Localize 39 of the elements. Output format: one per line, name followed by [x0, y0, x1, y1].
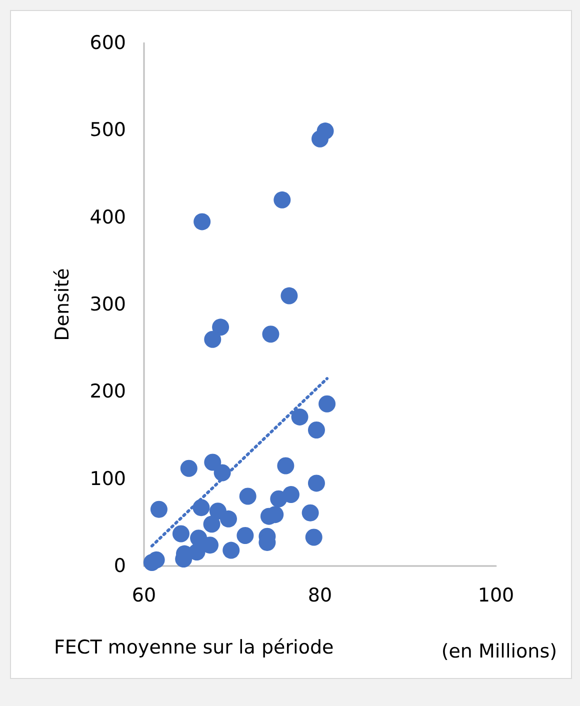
point [270, 490, 288, 508]
y-tick-label: 600 [90, 32, 126, 54]
point [308, 422, 325, 439]
x-tick-label: 80 [308, 584, 332, 606]
point [318, 395, 336, 412]
point [194, 213, 211, 230]
point [222, 542, 240, 559]
y-axis-title: Densité [52, 268, 74, 341]
point [305, 528, 322, 546]
point [180, 460, 198, 477]
point [172, 525, 190, 542]
point [204, 330, 222, 348]
y-tick-label: 300 [90, 294, 126, 316]
point [308, 474, 325, 492]
point [277, 457, 294, 474]
y-tick-label: 500 [90, 119, 126, 142]
point [203, 516, 220, 533]
point [150, 500, 168, 518]
point [212, 318, 230, 336]
point [239, 488, 256, 505]
point [274, 191, 291, 208]
point [312, 130, 328, 148]
point [291, 408, 308, 426]
x-tick-label: 60 [132, 584, 156, 606]
point [204, 454, 222, 471]
y-tick-label: 100 [90, 468, 126, 490]
point [262, 326, 280, 343]
y-tick-label: 0 [114, 555, 126, 577]
y-tick-label: 200 [90, 380, 126, 403]
x-axis-title: FECT moyenne sur la période [54, 636, 334, 658]
point [236, 526, 254, 544]
point [220, 510, 237, 528]
text: (en Millions) [441, 640, 557, 662]
point [302, 504, 319, 522]
y-tick-label: 400 [90, 206, 126, 228]
point [143, 554, 160, 572]
point [280, 287, 298, 304]
x-tick-label: 100 [478, 584, 514, 606]
point [202, 536, 218, 554]
